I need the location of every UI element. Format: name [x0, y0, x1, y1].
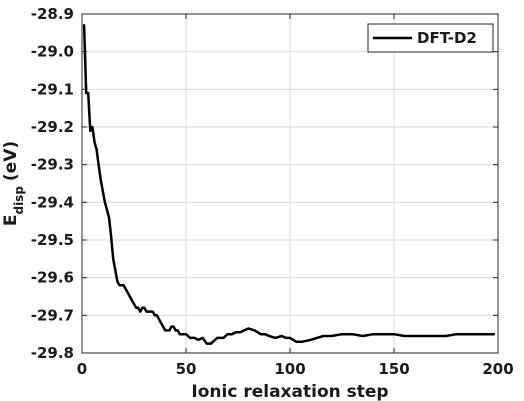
y-tick-label: -29.0 — [31, 43, 74, 61]
y-tick-label: -29.6 — [31, 269, 74, 287]
y-tick-label: -29.4 — [31, 193, 74, 211]
y-tick-label: -29.2 — [31, 118, 74, 136]
legend: DFT-D2 — [367, 23, 494, 53]
series-layer — [82, 24, 496, 345]
y-tick-label: -29.3 — [31, 156, 74, 174]
y-axis-label: Edisp (eV) — [1, 141, 26, 226]
legend-label-dft-d2: DFT-D2 — [417, 29, 477, 47]
y-tick-label: -29.5 — [31, 231, 74, 249]
x-tick-labels: 0 50 100 150 200 — [77, 360, 514, 378]
y-axis-label-base: E — [1, 215, 21, 227]
y-axis-label-subscript: disp — [12, 186, 26, 215]
y-tick-label: -28.9 — [31, 5, 74, 23]
x-tick-label: 0 — [77, 360, 87, 378]
x-tick-label: 50 — [176, 360, 197, 378]
plot-frame — [81, 13, 499, 354]
grid-lines — [81, 13, 499, 354]
series-line-dft-d2 — [82, 24, 496, 345]
x-tick-label: 100 — [274, 360, 305, 378]
x-tick-label: 200 — [482, 360, 513, 378]
y-tick-labels: -28.9 -29.0 -29.1 -29.2 -29.3 -29.4 -29.5 -29.6… — [31, 5, 74, 362]
y-tick-label: -29.1 — [31, 80, 74, 98]
x-tick-label: 150 — [378, 360, 409, 378]
x-axis-label: Ionic relaxation step — [191, 382, 388, 401]
y-axis-label-unit: (eV) — [1, 141, 21, 181]
y-tick-label: -29.7 — [31, 306, 74, 324]
y-tick-label: -29.8 — [31, 344, 74, 362]
